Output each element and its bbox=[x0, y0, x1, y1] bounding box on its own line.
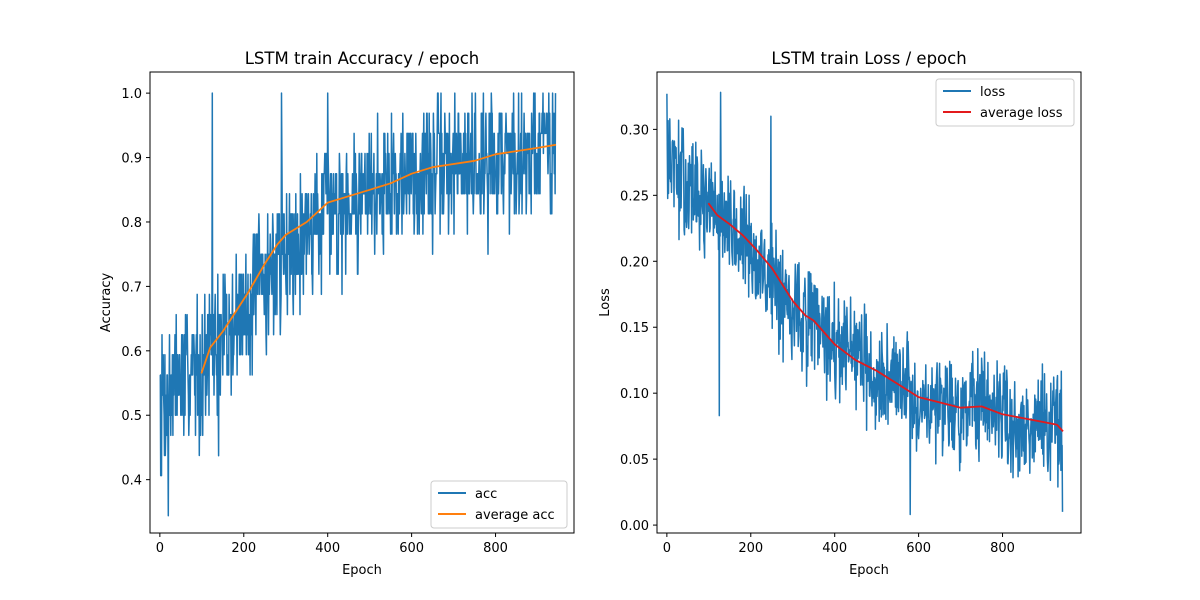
x-tick-label: 0 bbox=[156, 541, 164, 556]
y-tick-label: 0.10 bbox=[620, 387, 649, 402]
y-tick-label: 0.5 bbox=[121, 409, 142, 424]
series-lines bbox=[159, 92, 557, 517]
y-tick-label: 1.0 bbox=[121, 87, 142, 102]
legend-label: average acc bbox=[475, 508, 555, 523]
x-tick-label: 400 bbox=[315, 541, 340, 556]
y-tick-label: 0.4 bbox=[121, 474, 142, 489]
series-line-acc bbox=[159, 92, 557, 517]
series-line-loss bbox=[666, 91, 1064, 516]
legend-label: average loss bbox=[980, 106, 1063, 121]
y-tick-label: 0.15 bbox=[620, 321, 649, 336]
y-axis-label: Loss bbox=[598, 288, 613, 317]
chart-panel-1: 0 200 400 600 800 0.4 0.5 0.6 0.7 0.8 0.9 1.0 LSTM t… bbox=[99, 49, 575, 578]
y-tick-label: 0.9 bbox=[121, 152, 142, 167]
y-tick-label: 0.30 bbox=[620, 123, 649, 138]
x-tick-label: 600 bbox=[399, 541, 424, 556]
x-tick-label: 200 bbox=[231, 541, 256, 556]
series-line-average-acc bbox=[200, 143, 557, 374]
chart-panel-2: 0 200 400 600 800 0.00 0.05 0.10 0.15 0.20 0.25 0.3… bbox=[598, 49, 1082, 578]
y-tick-label: 0.8 bbox=[121, 216, 142, 231]
x-axis-label: Epoch bbox=[849, 563, 889, 578]
x-tick-label: 800 bbox=[990, 541, 1015, 556]
y-tick-label: 0.6 bbox=[121, 345, 142, 360]
x-axis-label: Epoch bbox=[342, 563, 382, 578]
axes-frame bbox=[149, 71, 575, 534]
chart-title: LSTM train Loss / epoch bbox=[771, 49, 966, 68]
y-tick-label: 0.20 bbox=[620, 255, 649, 270]
legend: acc average acc bbox=[430, 480, 568, 529]
chart-title: LSTM train Accuracy / epoch bbox=[245, 49, 480, 68]
legend: loss average loss bbox=[935, 78, 1075, 127]
x-tick-label: 0 bbox=[663, 541, 671, 556]
y-tick-label: 0.25 bbox=[620, 189, 649, 204]
series-line-average-loss bbox=[707, 202, 1064, 432]
y-axis-label: Accuracy bbox=[99, 273, 114, 333]
axes-frame bbox=[656, 71, 1082, 534]
y-tick-label: 0.00 bbox=[620, 519, 649, 534]
x-tick-label: 400 bbox=[822, 541, 847, 556]
legend-label: loss bbox=[980, 85, 1005, 100]
x-tick-label: 800 bbox=[483, 541, 508, 556]
y-tick-label: 0.7 bbox=[121, 280, 142, 295]
legend-label: acc bbox=[475, 487, 497, 502]
x-tick-label: 600 bbox=[906, 541, 931, 556]
series-lines bbox=[666, 91, 1064, 516]
x-tick-label: 200 bbox=[738, 541, 763, 556]
y-tick-label: 0.05 bbox=[620, 453, 649, 468]
